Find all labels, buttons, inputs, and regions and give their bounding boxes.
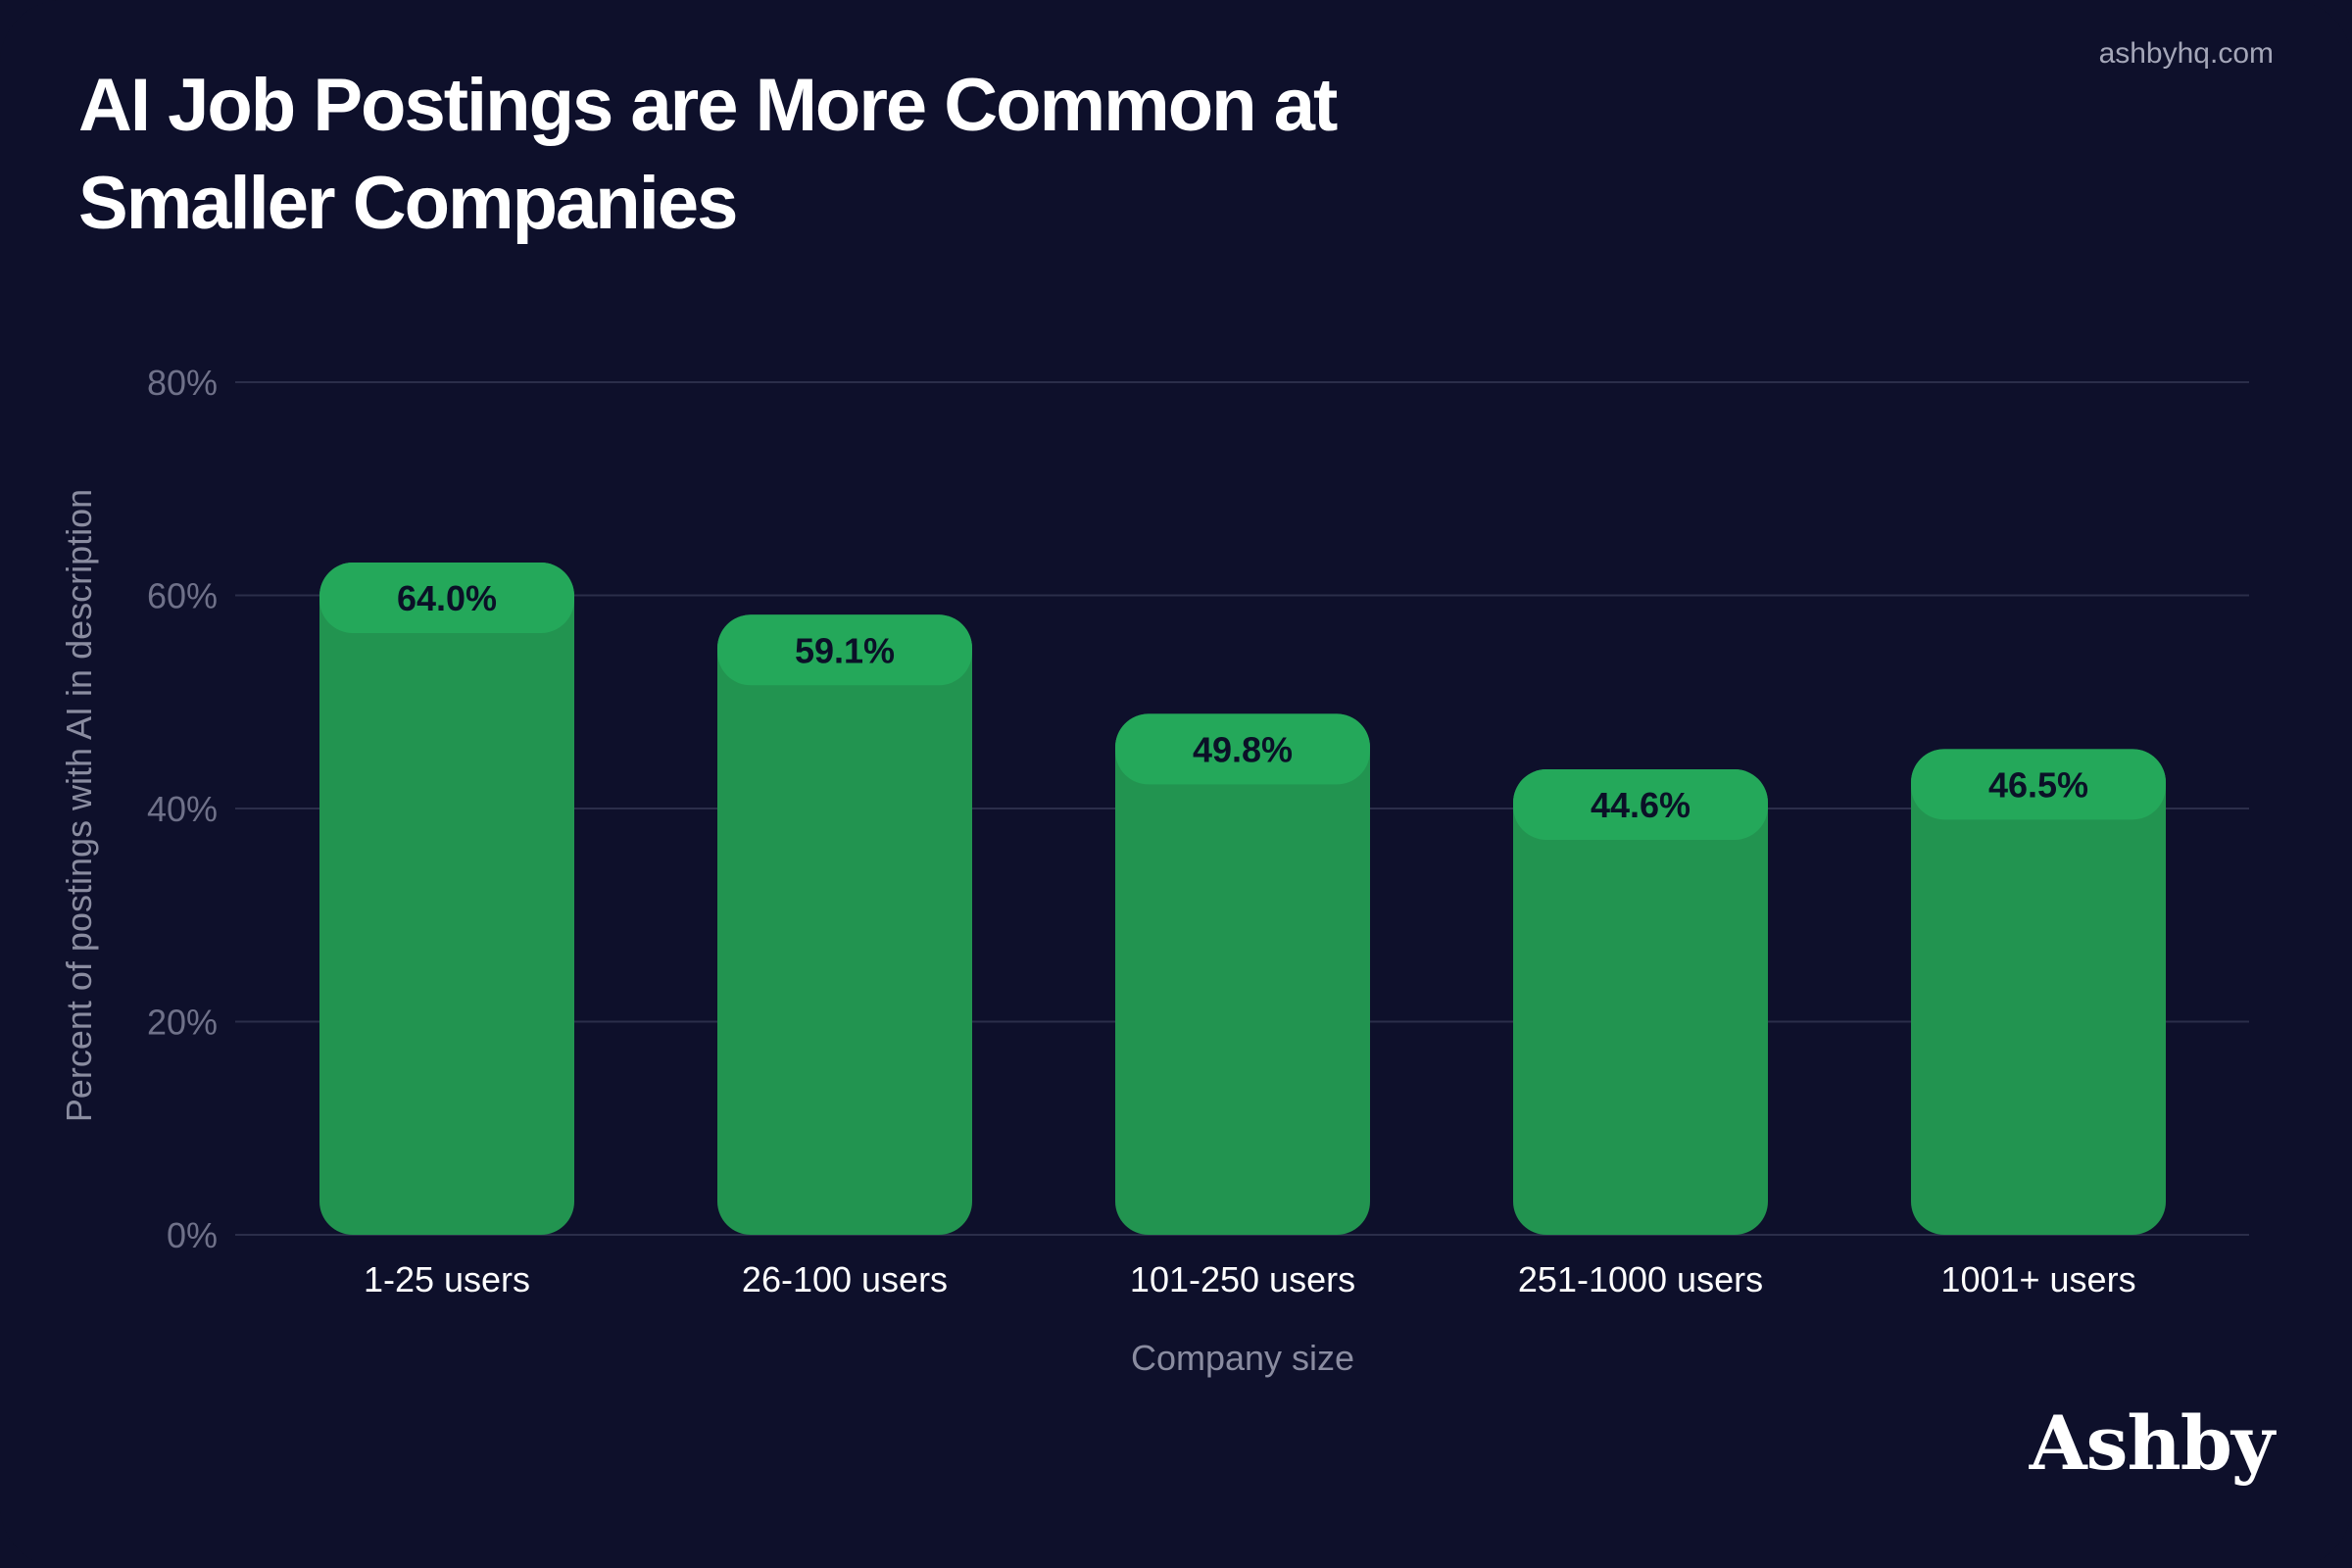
bar-value-label: 44.6%	[1591, 785, 1690, 825]
x-axis-ticks: 1-25 users 26-100 users 101-250 users 251-1…	[364, 1259, 2136, 1299]
bar	[1513, 768, 1768, 1235]
y-axis-ticks: 0% 20% 40% 60% 80%	[147, 363, 218, 1255]
bar-value-label: 59.1%	[795, 630, 895, 670]
y-tick-label: 20%	[147, 1003, 218, 1043]
bar-cap	[1115, 713, 1370, 785]
chart-title: AI Job Postings are More Common at Small…	[78, 64, 1338, 245]
bar-value-label: 46.5%	[1988, 764, 2088, 805]
bar-value-label: 64.0%	[397, 578, 497, 618]
y-axis-title: Percent of postings with AI in descripti…	[59, 489, 99, 1122]
ashby-logo: Ashby	[2029, 1399, 2275, 1487]
x-tick-label: 26-100 users	[742, 1259, 948, 1299]
bar	[1911, 749, 2166, 1235]
bar-cap	[717, 614, 972, 686]
y-tick-label: 60%	[147, 576, 218, 616]
bar-group: 46.5%	[1911, 749, 2166, 1235]
y-tick-label: 80%	[147, 363, 218, 403]
x-tick-label: 251-1000 users	[1518, 1259, 1763, 1299]
x-tick-label: 1001+ users	[1940, 1259, 2135, 1299]
bar-cap	[1513, 768, 1768, 840]
bar-group: 44.6%	[1513, 768, 1768, 1235]
bar-cap	[319, 563, 574, 633]
x-axis-title: Company size	[1131, 1338, 1354, 1378]
bar-group: 59.1%	[717, 614, 972, 1235]
bar	[1115, 713, 1370, 1235]
source-link[interactable]: ashbyhq.com	[2098, 37, 2274, 70]
bar-cap	[1911, 749, 2166, 820]
y-tick-label: 40%	[147, 789, 218, 829]
bar-group: 64.0%	[319, 563, 574, 1235]
x-tick-label: 101-250 users	[1130, 1259, 1355, 1299]
bar	[717, 614, 972, 1235]
bar	[319, 563, 574, 1235]
y-tick-label: 0%	[167, 1215, 218, 1255]
bar-group: 49.8%	[1115, 713, 1370, 1235]
bar-value-label: 49.8%	[1193, 729, 1293, 769]
x-tick-label: 1-25 users	[364, 1259, 530, 1299]
bars: 64.0% 59.1% 49.8% 44.6% 46.5%	[319, 563, 2166, 1235]
